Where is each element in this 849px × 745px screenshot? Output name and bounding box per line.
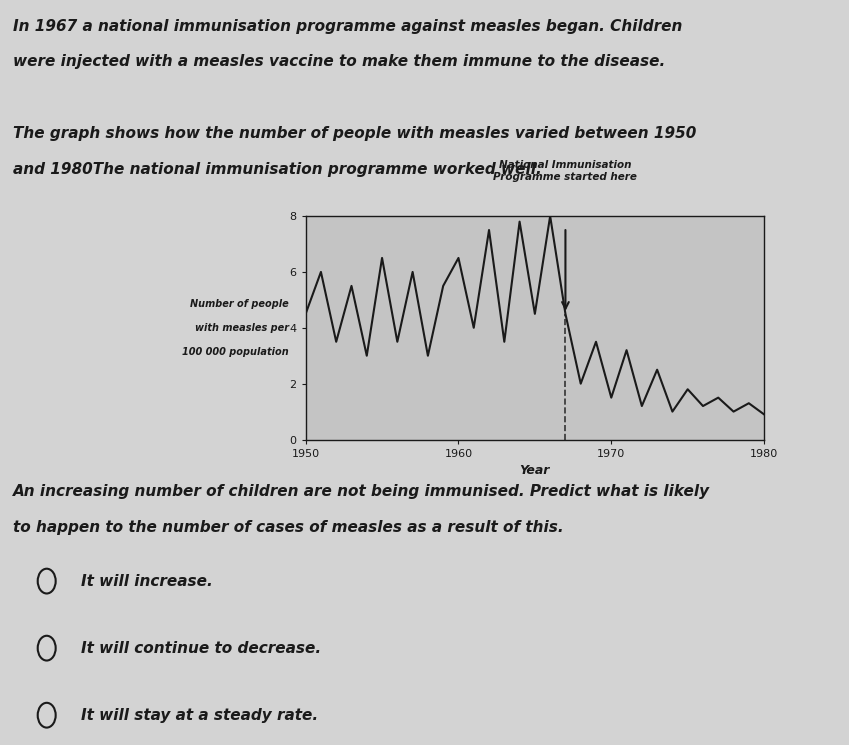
Text: and 1980The national immunisation programme worked well.: and 1980The national immunisation progra…: [13, 162, 542, 177]
Text: National Immunisation
Programme started here: National Immunisation Programme started …: [493, 160, 638, 182]
Text: 100 000 population: 100 000 population: [182, 346, 289, 357]
X-axis label: Year: Year: [520, 464, 550, 477]
Text: to happen to the number of cases of measles as a result of this.: to happen to the number of cases of meas…: [13, 520, 564, 535]
Text: It will continue to decrease.: It will continue to decrease.: [81, 641, 321, 656]
Text: In 1967 a national immunisation programme against measles began. Children: In 1967 a national immunisation programm…: [13, 19, 682, 34]
Text: It will stay at a steady rate.: It will stay at a steady rate.: [81, 708, 318, 723]
Text: were injected with a measles vaccine to make them immune to the disease.: were injected with a measles vaccine to …: [13, 54, 665, 69]
Text: Number of people: Number of people: [190, 299, 289, 309]
Text: An increasing number of children are not being immunised. Predict what is likely: An increasing number of children are not…: [13, 484, 710, 499]
Text: with measles per: with measles per: [194, 323, 289, 333]
Text: The graph shows how the number of people with measles varied between 1950: The graph shows how the number of people…: [13, 126, 696, 141]
Text: It will increase.: It will increase.: [81, 574, 212, 589]
